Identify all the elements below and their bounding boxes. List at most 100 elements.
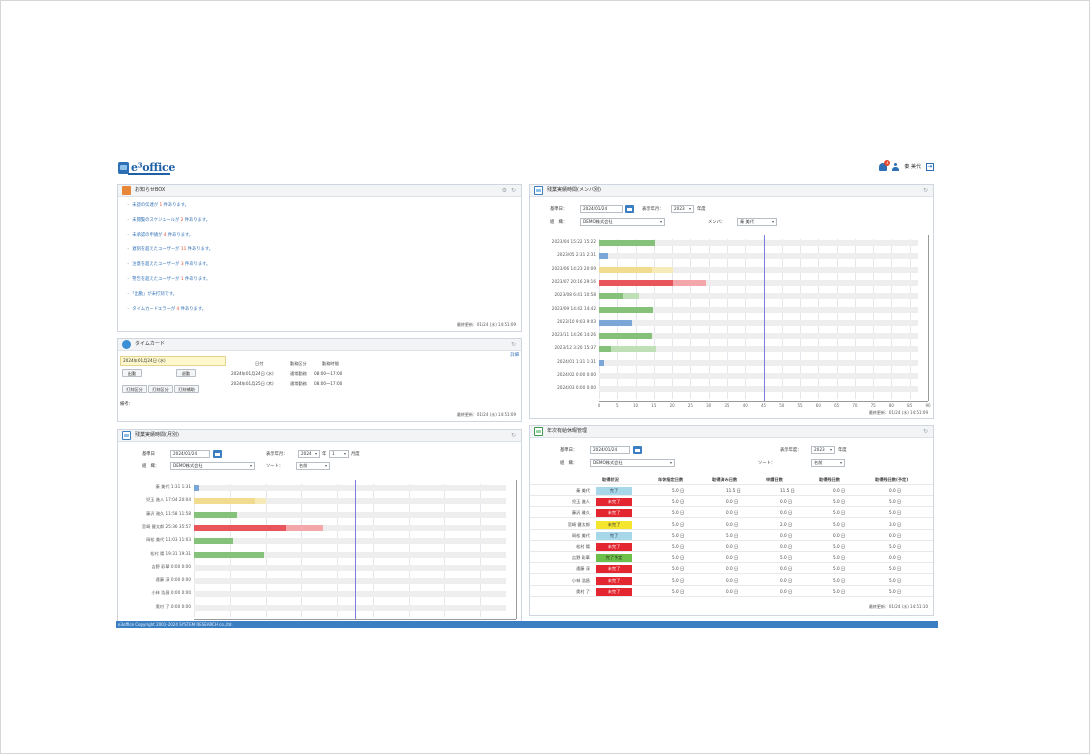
clock-in-button[interactable]: 出勤 — [122, 369, 142, 377]
calendar-button-icon[interactable] — [633, 446, 642, 454]
notice-count[interactable]: 4 — [176, 306, 180, 312]
stamp-type-button-a[interactable]: 打刻区分 — [122, 385, 147, 393]
row-label: 2023/11 14:26 14:26 — [551, 332, 596, 338]
notice-count[interactable]: 3 — [180, 262, 184, 268]
employee-name[interactable]: 宮崎 健太郎 — [567, 521, 590, 527]
app-logo[interactable]: e³office — [118, 161, 175, 175]
day-count: 5.0 日 — [672, 544, 685, 549]
target-line — [355, 480, 356, 619]
employee-name[interactable]: 奥村 了 — [576, 588, 590, 594]
bullet-icon: ・ — [126, 291, 131, 297]
notice-text[interactable]: 注意を超えたユーザーが — [132, 262, 181, 268]
employee-name[interactable]: 藤沢 雅久 — [571, 510, 590, 516]
year-select[interactable]: 2023 — [811, 446, 835, 454]
bar-track — [194, 564, 506, 571]
member-select[interactable]: 秦 美代 — [737, 218, 777, 226]
base-date-input[interactable]: 2024/01/24 — [170, 450, 210, 458]
notice-item[interactable]: ・遅刻を超えたユーザーが 11 件あります。 — [126, 247, 213, 252]
refresh-icon[interactable]: ↻ — [510, 187, 516, 194]
refresh-icon[interactable]: ↻ — [510, 341, 516, 348]
org-select[interactable]: DEMO株式会社 — [580, 218, 665, 226]
schedule-date: 2024年01月24日 (水) — [231, 371, 274, 376]
bar-track — [194, 511, 506, 518]
user-icon[interactable] — [892, 163, 900, 171]
notice-text[interactable]: 警告を超えたユーザーが — [132, 277, 181, 282]
notice-text-suffix[interactable]: 件あります。 — [179, 306, 206, 312]
sort-select[interactable]: 名前 — [811, 459, 845, 467]
notice-text-suffix[interactable]: 件あります。 — [183, 262, 211, 268]
notice-text-suffix[interactable]: 件あります。 — [186, 247, 214, 253]
row-label: 2023/06 14:23 20:09 — [551, 265, 596, 271]
user-name[interactable]: 秦 美代 — [904, 163, 921, 170]
x-tick-label: 90 — [925, 402, 931, 408]
notice-text[interactable]: 未閲覧のスケジュールが — [132, 217, 181, 223]
refresh-icon[interactable]: ↻ — [922, 187, 928, 194]
employee-name[interactable]: 遠藤 淳 — [576, 566, 590, 572]
stamp-type-button-b[interactable]: 打刻区分 — [148, 385, 173, 393]
notice-item[interactable]: ・未承認の申請が 4 件あります。 — [126, 233, 193, 238]
overtime-bar — [599, 333, 652, 340]
notice-item[interactable]: ・未読の伝達が 1 件あります。 — [126, 203, 189, 208]
row-label: 児玉 進人 17:04 20:04 — [146, 497, 191, 503]
base-date-input[interactable]: 2024/01/24 — [580, 205, 623, 213]
notice-text[interactable]: 未読の伝達が — [132, 203, 160, 208]
notice-count[interactable]: 1 — [180, 277, 184, 282]
grid-line — [229, 484, 231, 617]
logout-icon[interactable]: ⇥ — [926, 163, 934, 171]
month-select[interactable]: 1 — [329, 450, 349, 458]
employee-name[interactable]: 児玉 進人 — [571, 499, 590, 505]
employee-name[interactable]: 秦 美代 — [576, 488, 590, 493]
notice-item[interactable]: ・タイムカードエラーが 4 件あります。 — [126, 307, 206, 312]
base-date-input[interactable]: 2024/01/24 — [590, 446, 630, 454]
notice-item[interactable]: ・注意を超えたユーザーが 3 件あります。 — [126, 262, 210, 267]
row-label: 2023/04 15:22 15:22 — [551, 239, 596, 244]
refresh-icon[interactable]: ↻ — [510, 432, 516, 439]
notice-item[interactable]: ・「出勤」が未打刻です。 — [126, 292, 177, 297]
bell-icon[interactable]: 4 — [879, 160, 891, 171]
org-select[interactable]: DEMO株式会社 — [170, 462, 255, 470]
notice-text-suffix[interactable]: 件あります。 — [166, 232, 194, 238]
day-count: 0.0 日 — [889, 488, 902, 493]
notice-text-suffix[interactable]: 件あります。 — [183, 277, 211, 282]
employee-name[interactable]: 小林 浩昌 — [571, 577, 590, 583]
notice-text[interactable]: 「出勤」が未打刻です。 — [132, 291, 177, 297]
timecard-updated: 最終更新：01/24 (水) 14:51:09 — [456, 412, 516, 417]
stamp-assist-button[interactable]: 打刻補助 — [174, 385, 199, 393]
notice-text[interactable]: 遅刻を超えたユーザーが — [132, 247, 181, 253]
notice-count[interactable]: 1 — [159, 203, 163, 208]
calendar-button-icon[interactable] — [625, 205, 634, 213]
grid-line — [599, 239, 600, 399]
gear-icon[interactable]: ⚙ — [501, 187, 507, 194]
notice-text-suffix[interactable]: 件あります。 — [162, 203, 189, 208]
day-count: 5.0 日 — [889, 510, 902, 516]
employee-name[interactable]: 松村 陽 — [576, 544, 590, 549]
year-select[interactable]: 2023 — [671, 205, 694, 213]
overtime-bar — [194, 511, 237, 518]
calendar-button-icon[interactable] — [213, 450, 222, 458]
detail-link[interactable]: 詳細 — [510, 353, 519, 358]
org-select[interactable]: DEMO株式会社 — [590, 459, 675, 467]
sort-select[interactable]: 名前 — [296, 462, 330, 470]
notice-count[interactable]: 11 — [180, 247, 187, 253]
row-label: 奥村 了 0:00 0:00 — [155, 603, 191, 609]
notice-text[interactable]: 未承認の申請が — [132, 232, 164, 238]
day-count: 2.0 日 — [780, 521, 793, 527]
employee-name[interactable]: 吉野 彩華 — [571, 555, 590, 561]
refresh-icon[interactable]: ↻ — [922, 428, 928, 435]
grid-line — [444, 484, 446, 617]
day-count: 0.0 日 — [780, 577, 793, 583]
x-tick-label: 65 — [834, 402, 840, 408]
table-row: 藤沢 雅久 未完了 5.0 日 0.0 日 0.0 日 5.0 日 5.0 日 — [530, 508, 933, 519]
year-select[interactable]: 2024 — [298, 450, 320, 458]
x-tick-label: 5 — [615, 402, 619, 408]
notice-text[interactable]: タイムカードエラーが — [132, 306, 177, 312]
clock-out-button[interactable]: 退勤 — [176, 369, 196, 377]
row-label: 2023/05 2:31 2:31 — [557, 252, 596, 258]
notice-item[interactable]: ・未閲覧のスケジュールが 2 件あります。 — [126, 218, 210, 223]
notice-count[interactable]: 2 — [180, 217, 184, 223]
notice-item[interactable]: ・警告を超えたユーザーが 1 件あります。 — [126, 277, 210, 282]
notice-count[interactable]: 4 — [163, 232, 167, 238]
notice-text-suffix[interactable]: 件あります。 — [183, 217, 211, 223]
employee-name[interactable]: 岡松 美代 — [571, 532, 590, 538]
member-label: メンバ： — [708, 220, 726, 225]
